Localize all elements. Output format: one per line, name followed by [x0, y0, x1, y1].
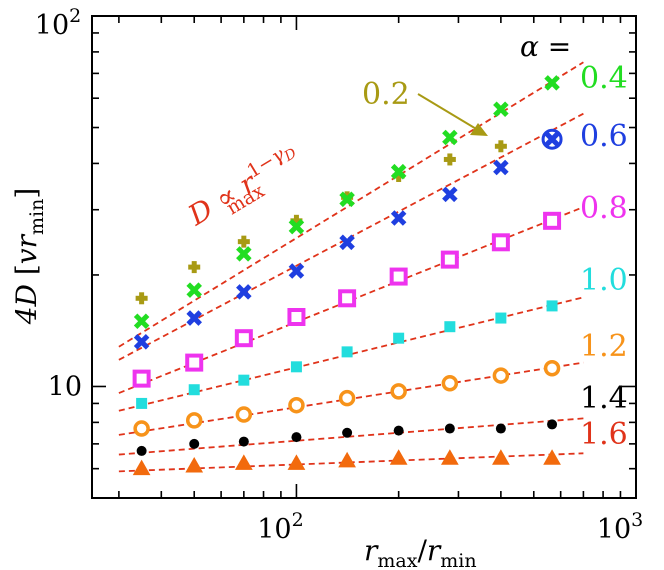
data-point-1.4 — [136, 445, 147, 456]
data-point-0.4 — [236, 246, 252, 262]
data-point-0.4 — [339, 191, 355, 208]
annotation-0.2: 0.2 — [362, 77, 410, 112]
fit-annotation: D ∝ r1−γDmax — [180, 138, 309, 239]
data-point-1.4 — [238, 436, 249, 447]
legend-label-1.4: 1.4 — [580, 381, 628, 416]
data-point-1.4 — [495, 423, 506, 434]
fit-line-1.4 — [118, 417, 584, 456]
data-point-1.2 — [390, 383, 407, 400]
data-point-0.6 — [544, 131, 560, 147]
data-point-1.4 — [291, 432, 302, 443]
plot-frame — [91, 15, 637, 499]
data-point-1.2 — [492, 367, 510, 384]
plot-area: 102 103 10 102 rmax/rmin 4D [vrmin] α = 0.4 0.6 0… — [10, 5, 643, 570]
data-point-1.4 — [444, 423, 455, 434]
data-point-0.2 — [494, 140, 507, 153]
data-point-1.0 — [136, 397, 148, 409]
legend-title: α = — [520, 30, 571, 63]
data-point-1.6 — [543, 449, 561, 465]
data-point-1.2 — [543, 359, 561, 377]
data-point-1.2 — [338, 389, 356, 407]
data-point-1.4 — [547, 419, 558, 430]
data-point-1.4 — [342, 427, 353, 438]
data-point-1.6 — [440, 449, 459, 465]
x-tick-label: 102 — [257, 509, 303, 545]
data-point-1.4 — [189, 438, 200, 449]
data-point-1.2 — [288, 396, 305, 414]
data-point-0.8 — [287, 308, 306, 327]
data-point-0.8 — [543, 211, 562, 230]
data-point-0.8 — [185, 353, 204, 372]
data-point-0.6 — [442, 186, 458, 203]
legend-label-1.0: 1.0 — [580, 263, 628, 298]
data-point-1.6 — [234, 454, 253, 470]
x-axis-label: rmax/rmin — [364, 534, 477, 570]
data-point-1.0 — [546, 300, 558, 312]
data-point-1.6 — [338, 451, 356, 468]
data-point-1.2 — [185, 412, 203, 429]
y-tick-label: 10 — [48, 371, 82, 402]
data-point-1.0 — [238, 374, 250, 386]
data-point-1.2 — [133, 420, 150, 437]
data-point-0.6 — [133, 334, 150, 350]
legend-label-1.2: 1.2 — [580, 329, 628, 364]
data-point-1.4 — [393, 425, 404, 436]
legend-label-0.6: 0.6 — [580, 119, 628, 154]
data-point-0.4 — [133, 313, 150, 330]
data-point-1.0 — [393, 332, 405, 344]
data-point-1.6 — [185, 456, 204, 473]
data-point-0.2 — [135, 292, 148, 305]
data-point-0.6 — [339, 234, 355, 251]
data-point-0.4 — [288, 218, 305, 235]
data-point-0.8 — [338, 289, 357, 308]
data-point-0.6 — [493, 159, 509, 176]
data-point-1.6 — [287, 454, 306, 470]
data-point-0.4 — [442, 129, 458, 146]
data-point-0.8 — [234, 329, 253, 348]
data-point-0.2 — [443, 153, 456, 166]
data-point-1.6 — [492, 449, 510, 465]
data-point-1.2 — [441, 375, 459, 392]
data-point-0.6 — [288, 263, 305, 279]
annotation-arrowhead — [470, 123, 488, 136]
y-tick-label: 102 — [35, 5, 81, 41]
data-point-0.4 — [544, 75, 560, 91]
legend-label-0.4: 0.4 — [580, 61, 628, 96]
x-tick-label: 103 — [597, 509, 643, 545]
data-point-0.8 — [440, 250, 459, 269]
data-point-1.0 — [444, 321, 456, 333]
data-point-1.6 — [132, 459, 151, 476]
data-point-1.6 — [389, 449, 408, 465]
legend-label-1.6: 1.6 — [580, 417, 628, 452]
data-point-0.8 — [132, 369, 151, 388]
data-point-0.2 — [237, 235, 250, 248]
data-point-0.4 — [186, 282, 202, 298]
data-point-1.0 — [290, 361, 302, 373]
data-point-0.6 — [236, 284, 252, 300]
data-point-1.0 — [341, 346, 353, 358]
legend-label-0.8: 0.8 — [580, 191, 628, 226]
annotation-arrow — [417, 93, 479, 131]
data-point-0.4 — [390, 163, 407, 180]
data-point-0.2 — [188, 261, 201, 274]
y-axis-label: 4D [vrmin] — [10, 188, 48, 326]
highlight-ring — [541, 128, 563, 150]
data-point-1.0 — [495, 312, 507, 324]
data-point-1.0 — [188, 384, 200, 396]
data-point-0.4 — [493, 101, 509, 118]
data-point-0.6 — [186, 310, 202, 326]
data-point-0.8 — [389, 267, 408, 286]
data-point-0.8 — [491, 233, 510, 252]
data-point-0.6 — [390, 210, 407, 226]
data-point-1.2 — [235, 406, 253, 423]
